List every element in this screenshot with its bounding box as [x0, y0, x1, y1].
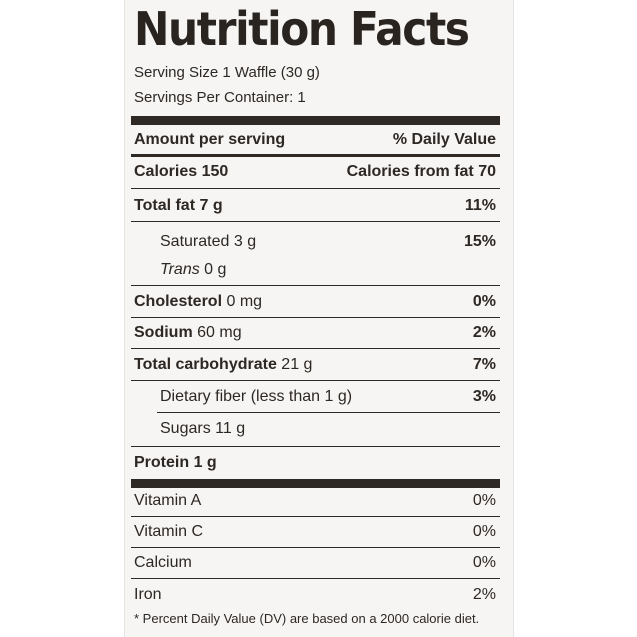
calcium-dv: 0%	[472, 554, 496, 571]
carbohydrate-amount: 21 g	[281, 356, 313, 373]
cholesterol-dv: 0%	[472, 293, 496, 310]
divider	[131, 578, 500, 579]
sugars-amount: 11 g	[215, 420, 246, 437]
sodium-row: Sodium 60 mg 2%	[134, 321, 496, 345]
trans-amount: 0 g	[204, 261, 227, 278]
cholesterol-row: Cholesterol 0 mg 0%	[134, 290, 496, 314]
carbohydrate-dv: 7%	[472, 356, 496, 373]
divider	[131, 188, 500, 189]
fiber-dv: 3%	[472, 388, 496, 405]
fiber-row: Dietary fiber (less than 1 g) 3%	[160, 385, 496, 409]
calcium-row: Calcium 0%	[134, 551, 496, 575]
iron-label: Iron	[134, 586, 162, 603]
header-row: Amount per serving % Daily Value	[134, 128, 496, 152]
sodium-dv: 2%	[472, 324, 496, 341]
divider	[131, 221, 500, 222]
daily-value-heading: % Daily Value	[392, 131, 496, 148]
fiber-label: Dietary fiber (less than 1 g)	[160, 388, 353, 405]
divider	[131, 154, 500, 157]
thick-divider	[131, 116, 500, 125]
saturated-label: Saturated	[160, 233, 230, 250]
vitamin-a-dv: 0%	[472, 492, 496, 509]
amount-per-serving-label: Amount per serving	[134, 131, 286, 148]
saturated-dv: 15%	[463, 233, 496, 250]
label-title: Nutrition Facts	[134, 2, 470, 56]
trans-row: Trans 0 g	[160, 258, 496, 282]
saturated-row: Saturated 3 g 15%	[160, 230, 496, 254]
total-fat-amount: 7 g	[199, 197, 223, 214]
vitamin-a-row: Vitamin A 0%	[134, 489, 496, 513]
saturated-amount: 3 g	[233, 233, 257, 250]
vitamin-a-label: Vitamin A	[134, 492, 202, 509]
thick-divider	[131, 479, 500, 488]
total-fat-label: Total fat	[134, 197, 196, 214]
vitamin-c-dv: 0%	[472, 523, 496, 540]
protein-row: Protein 1 g	[134, 451, 496, 475]
divider	[131, 285, 500, 286]
carbohydrate-row: Total carbohydrate 21 g 7%	[134, 353, 496, 377]
sugars-row: Sugars 11 g	[160, 417, 496, 441]
vitamin-c-label: Vitamin C	[134, 523, 204, 540]
vitamin-c-row: Vitamin C 0%	[134, 520, 496, 544]
iron-dv: 2%	[472, 586, 496, 603]
protein-amount: 1 g	[193, 454, 217, 471]
calories-label: Calories 150	[134, 163, 229, 180]
divider	[131, 516, 500, 517]
nutrition-label	[124, 0, 514, 637]
sugars-label: Sugars	[160, 420, 211, 437]
sodium-amount: 60 mg	[197, 324, 242, 341]
calories-row: Calories 150 Calories from fat 70	[134, 160, 496, 184]
divider	[131, 446, 500, 447]
sodium-label: Sodium	[134, 324, 193, 341]
footnote: * Percent Daily Value (DV) are based on …	[134, 611, 480, 626]
calories-from-fat: Calories from fat 70	[346, 163, 496, 180]
divider	[131, 380, 500, 381]
trans-label: Trans	[160, 261, 200, 278]
calcium-label: Calcium	[134, 554, 192, 571]
carbohydrate-label: Total carbohydrate	[134, 356, 277, 373]
total-fat-dv: 11%	[464, 197, 496, 214]
servings-per-container: Servings Per Container: 1	[134, 89, 306, 106]
serving-size: Serving Size 1 Waffle (30 g)	[134, 64, 320, 81]
divider	[131, 547, 500, 548]
cholesterol-label: Cholesterol	[134, 293, 223, 310]
divider	[131, 348, 500, 349]
protein-label: Protein	[134, 454, 190, 471]
cholesterol-amount: 0 mg	[226, 293, 263, 310]
total-fat-row: Total fat 7 g 11%	[134, 194, 496, 218]
divider	[157, 412, 500, 413]
divider	[131, 317, 500, 318]
iron-row: Iron 2%	[134, 583, 496, 607]
